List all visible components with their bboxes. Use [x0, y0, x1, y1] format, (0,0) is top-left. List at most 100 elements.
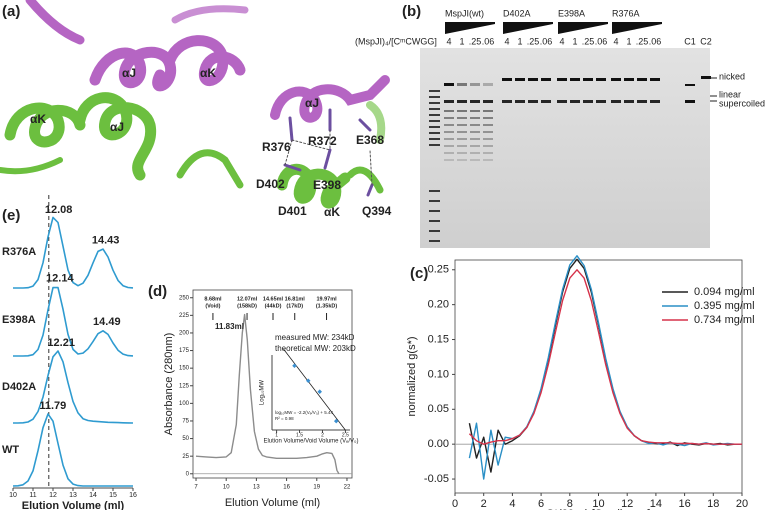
- ladder-band: [429, 240, 440, 242]
- band: [611, 100, 621, 103]
- band: [470, 100, 480, 103]
- band: [483, 138, 493, 140]
- band: [650, 78, 660, 81]
- x-tick-label: 14: [650, 498, 662, 510]
- plot-frame: [192, 289, 353, 479]
- lane-label: .06: [482, 36, 495, 46]
- band: [483, 152, 493, 154]
- lane-label: .06: [649, 36, 662, 46]
- band: [470, 138, 480, 140]
- ladder-band: [429, 210, 440, 212]
- band: [483, 100, 493, 103]
- y-tick-label: 225: [179, 313, 190, 319]
- x-tick-label: 10: [592, 498, 604, 510]
- ladder-band: [429, 90, 440, 92]
- ladder-band: [429, 220, 440, 222]
- ratio-label: (MspJI)₄/[CᵐCWGG]: [355, 36, 437, 46]
- r-squared: R² = 0.98: [275, 416, 294, 421]
- band: [528, 78, 538, 81]
- band: [583, 78, 593, 81]
- band: [470, 110, 480, 112]
- ladder-band: [429, 114, 440, 116]
- y-tick-label: 0.05: [428, 403, 449, 415]
- x-tick-label: 10: [223, 485, 230, 491]
- marker-note: (Void): [205, 303, 220, 309]
- band: [457, 145, 467, 147]
- x-tick-label: 16: [283, 485, 290, 491]
- structure-label: αJ: [122, 66, 136, 80]
- x-tick-label: 2: [321, 432, 324, 438]
- wedge: [612, 22, 662, 34]
- gel-bands: [429, 76, 711, 242]
- mw-label: theoretical MW: 203kD: [275, 344, 356, 353]
- lane-label: 1: [459, 36, 464, 46]
- peak-label: 12.21: [47, 337, 75, 349]
- legend-label: 0.395 mg/ml: [694, 300, 755, 312]
- band: [611, 78, 621, 81]
- equation: log₁₀MW = -2.2(Vₑ/V₀) + 5.44: [275, 410, 333, 415]
- lane-label: 4: [446, 36, 451, 46]
- y-axis-label: Log₁₀MW: [260, 380, 266, 406]
- structure-label: R376: [262, 140, 291, 154]
- panel-label: (c): [410, 265, 428, 282]
- series-label: E398A: [2, 314, 36, 326]
- band: [444, 110, 454, 112]
- x-axis-label: S*(20,w) [Svedbergs]: [547, 508, 651, 510]
- mw-label: measured MW: 234kD: [275, 333, 355, 342]
- ladder-band: [429, 108, 440, 110]
- band: [444, 100, 454, 103]
- band: [624, 78, 634, 81]
- panel-label: (a): [2, 3, 20, 20]
- y-tick-label: 75: [182, 419, 189, 425]
- x-axis-label: Elution Volume (ml): [22, 500, 125, 510]
- band: [541, 78, 551, 81]
- band: [637, 78, 647, 81]
- lane-label: 4: [613, 36, 618, 46]
- group-label: E398A: [558, 8, 585, 18]
- band: [470, 117, 480, 119]
- band: [624, 100, 634, 103]
- band: [557, 100, 567, 103]
- wedge: [503, 22, 553, 34]
- peak-label: 14.49: [93, 316, 121, 328]
- ladder-band: [429, 102, 440, 104]
- x-tick-label: 1.5: [296, 432, 303, 438]
- marker-label: 16.81ml: [285, 296, 306, 302]
- x-tick-label: 11: [29, 492, 36, 499]
- x-tick-label: 13: [253, 485, 260, 491]
- marker-label: 19.97ml: [316, 296, 337, 302]
- band: [457, 131, 467, 133]
- y-axis-label: Absorbance (280nm): [163, 333, 175, 436]
- band: [457, 152, 467, 154]
- band: [596, 78, 606, 81]
- control-label: C1: [684, 36, 696, 46]
- y-tick-label: 125: [179, 383, 190, 389]
- lane-label: 4: [559, 36, 564, 46]
- legend-label: 0.094 mg/ml: [694, 286, 755, 298]
- ladder-band: [429, 190, 440, 192]
- band: [470, 83, 480, 86]
- structure-label: αK: [30, 112, 46, 126]
- lane-label: .25: [527, 36, 540, 46]
- band: [470, 145, 480, 147]
- y-tick-label: 25: [182, 454, 189, 460]
- band: [470, 124, 480, 126]
- peak-label: 11.83ml: [215, 322, 244, 331]
- band: [444, 152, 454, 154]
- marker-note: (44kD): [265, 303, 282, 309]
- group-label: D402A: [503, 8, 531, 18]
- marker-note: (1.35kD): [316, 303, 338, 309]
- x-tick-label: 2.5: [342, 432, 349, 438]
- series-label: WT: [2, 444, 19, 456]
- y-tick-label: 50: [182, 436, 189, 442]
- band: [596, 100, 606, 103]
- x-tick-label: 0: [452, 498, 458, 510]
- band: [457, 100, 467, 103]
- structure-label: Q394: [362, 204, 392, 218]
- y-tick-label: 0: [186, 471, 190, 477]
- lane-label: .06: [595, 36, 608, 46]
- ladder-band: [429, 138, 440, 140]
- y-tick-label: 175: [179, 348, 190, 354]
- band: [457, 138, 467, 140]
- line: [12, 413, 133, 487]
